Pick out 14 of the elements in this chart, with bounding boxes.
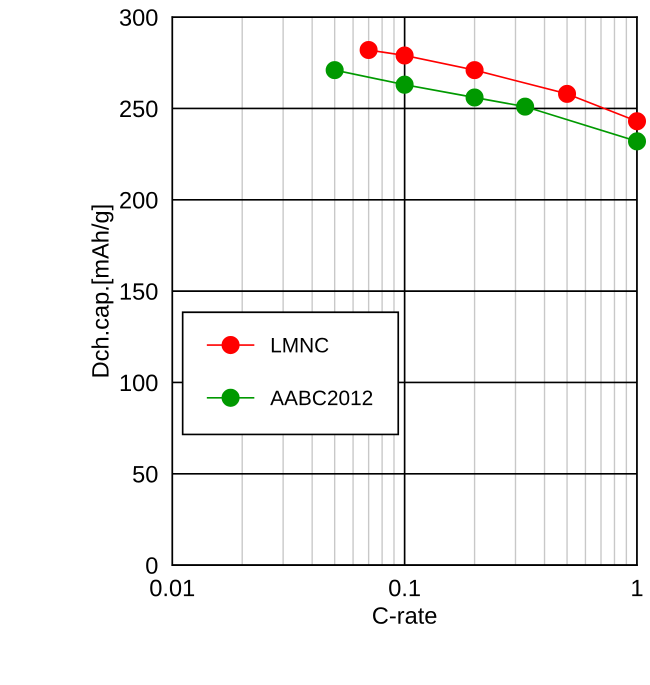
x-tick-label: 1 [632, 580, 642, 596]
y-tick-label: 0 [146, 557, 158, 574]
legend-label: AABC2012 [270, 390, 372, 406]
y-tick-label: 200 [120, 192, 158, 209]
y-tick-label: 300 [120, 9, 158, 26]
y-tick-label: 50 [133, 466, 158, 483]
x-axis-title: C-rate [373, 607, 436, 624]
x-tick-label: 0.01 [150, 580, 194, 596]
y-tick-label: 250 [120, 100, 158, 118]
y-axis-title: Dch.cap.[mAh/g] [91, 206, 114, 376]
legend-label: LMNC [272, 338, 328, 353]
y-tick-label: 100 [120, 374, 158, 392]
x-tick-label: 0.1 [389, 580, 420, 596]
y-tick-label: 150 [120, 283, 158, 300]
